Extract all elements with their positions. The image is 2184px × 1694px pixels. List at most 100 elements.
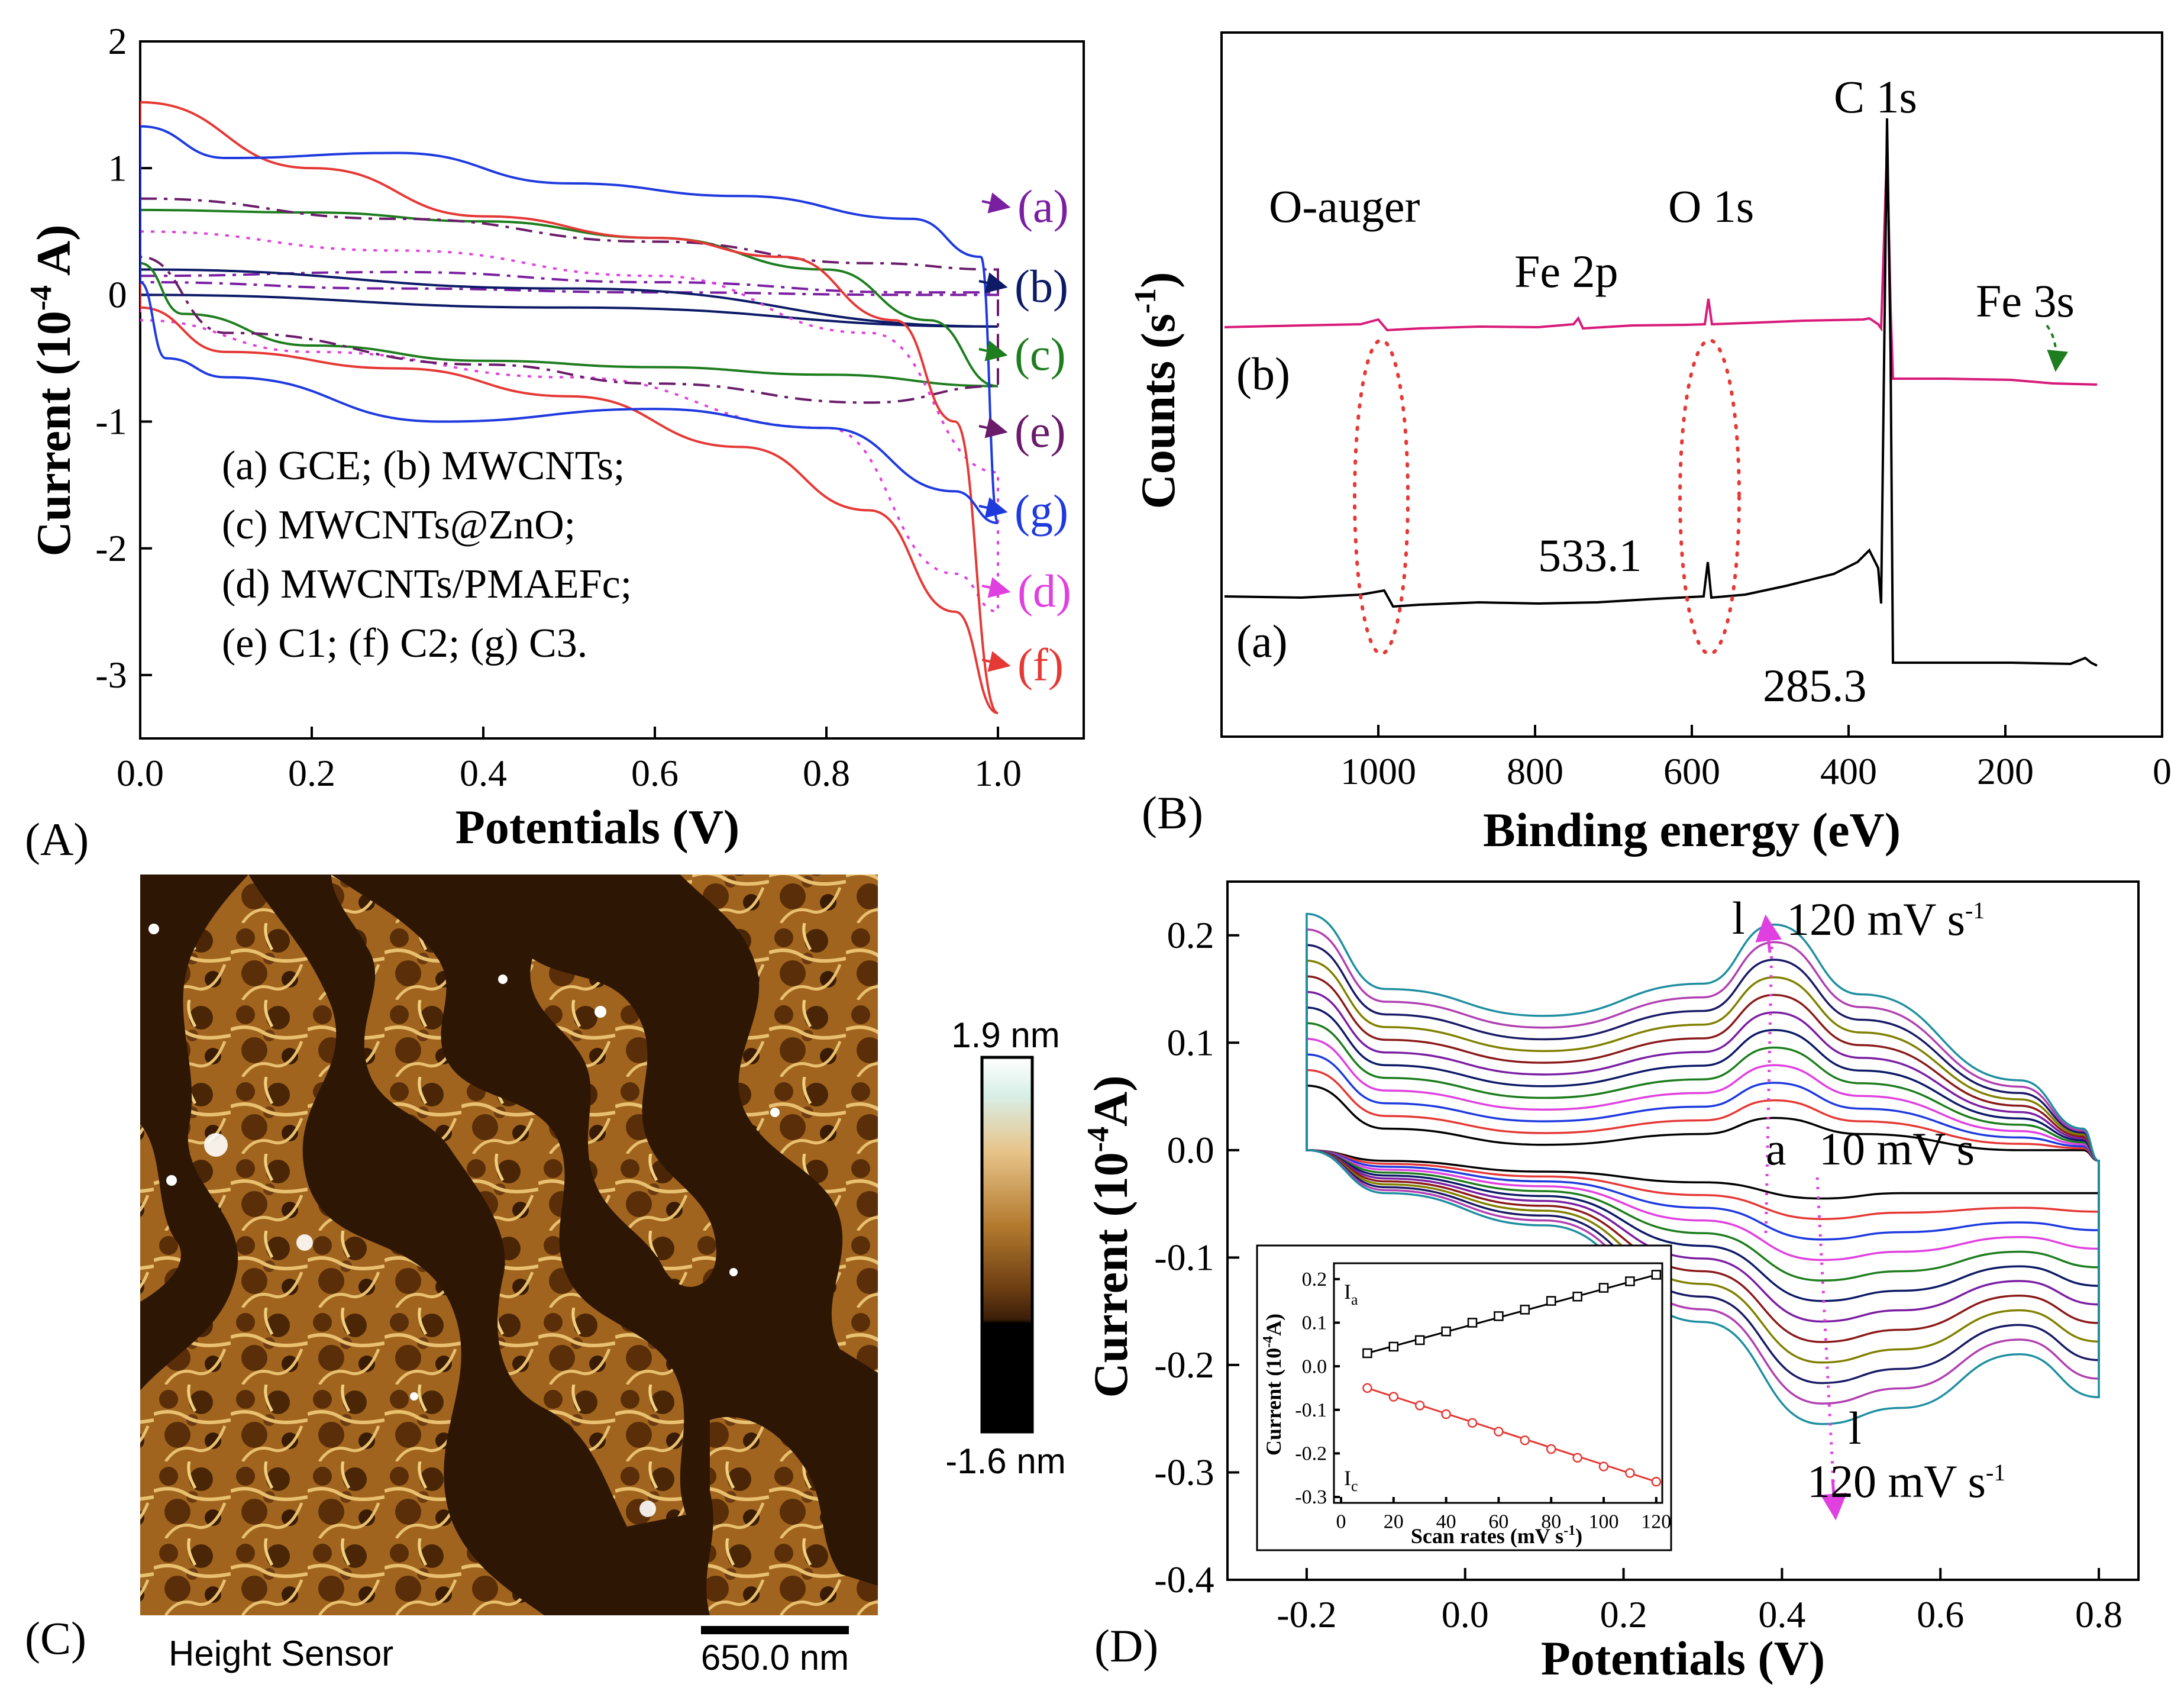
panel-d-annotation-l-bottom: l bbox=[1849, 1402, 1862, 1454]
panel-b-series-label-a: (a) bbox=[1236, 615, 1288, 667]
panel-a-x-tick-label: 0.0 bbox=[117, 752, 164, 794]
panel-b-annotation-fe3s: Fe 3s bbox=[1976, 275, 2075, 327]
panel-d-y-tick-label: 0.1 bbox=[1167, 1021, 1214, 1063]
panel-a-curve-label: (d) bbox=[1017, 565, 1071, 617]
panel-a-curve-label: (b) bbox=[1015, 260, 1068, 312]
inset-y-tick-label: 0.1 bbox=[1302, 1312, 1327, 1334]
inset-x-axis-title: Scan rates (mV s-1) bbox=[1411, 1523, 1582, 1548]
panel-d-annotation-a: a bbox=[1766, 1123, 1786, 1174]
panel-a-curve-label: (g) bbox=[1015, 485, 1068, 537]
inset-ic-point bbox=[1441, 1409, 1451, 1419]
inset-ic-point bbox=[1625, 1468, 1635, 1478]
panel-d-x-tick-label: 0.4 bbox=[1758, 1593, 1805, 1635]
panel-a-curve-labels: (a) (b) (c) (d) (e) (f) (g) bbox=[978, 180, 1071, 690]
panel-d-label: (D) bbox=[1094, 1620, 1158, 1672]
panel-a-label-arrow bbox=[981, 651, 1011, 672]
panel-d-x-tick-label: 0.0 bbox=[1442, 1593, 1489, 1635]
panel-d-anodic-arrow bbox=[1764, 946, 1773, 1237]
panel-a-frame bbox=[139, 40, 1085, 740]
inset-ia-point bbox=[1546, 1296, 1556, 1306]
panel-d-y-tick-label: -0.2 bbox=[1154, 1344, 1214, 1386]
panel-a-legend-line-3: (d) MWCNTs/PMAEFc; bbox=[222, 562, 632, 607]
panel-b-x-tick-label: 1000 bbox=[1340, 750, 1416, 792]
panel-b-curves bbox=[1224, 118, 2098, 667]
panel-c-label: (C) bbox=[25, 1612, 86, 1664]
panel-a-y-axis-title: Current (10-4 A) bbox=[24, 224, 80, 556]
panel-a-curve-label: (c) bbox=[1015, 328, 1066, 380]
panel-d-y-tick-label: -0.3 bbox=[1154, 1451, 1214, 1493]
inset-ia-point bbox=[1572, 1292, 1582, 1302]
panel-b-annotation-o1s: O 1s bbox=[1668, 180, 1754, 232]
panel-d: -0.2 0.0 0.2 0.4 0.6 0.8 0.2 0.1 0.0 -0.1 -0.2 -0.3… bbox=[1081, 880, 2140, 1685]
inset-x-tick-label: 120 bbox=[1641, 1511, 1671, 1533]
panel-a-label-arrow bbox=[978, 340, 1008, 362]
inset-y-tick-label: -0.1 bbox=[1295, 1399, 1327, 1421]
inset-ia-label: Ia bbox=[1344, 1280, 1358, 1308]
panel-a-curve-label: (e) bbox=[1015, 405, 1066, 457]
panel-b-series-label-b: (b) bbox=[1236, 348, 1290, 399]
panel-a-curve-d bbox=[140, 230, 999, 613]
panel-a-y-tick-label: -1 bbox=[95, 401, 127, 443]
panel-d-x-tick-label: -0.2 bbox=[1277, 1593, 1336, 1635]
inset-ia-point bbox=[1414, 1335, 1425, 1345]
panel-b-ticks: 1000 800 600 400 200 0 bbox=[1340, 725, 2172, 792]
inset-x-tick-label: 40 bbox=[1436, 1511, 1456, 1533]
inset-x-tick-label: 80 bbox=[1541, 1511, 1561, 1533]
inset-ic-label: Ic bbox=[1344, 1466, 1358, 1495]
panel-a-y-tick-label: 0 bbox=[108, 273, 127, 315]
panel-b-fe3s-arrow bbox=[2046, 324, 2069, 372]
afm-colorbar bbox=[980, 1056, 1034, 1434]
inset-ic-point bbox=[1520, 1435, 1530, 1445]
panel-b-annotation-533: 533.1 bbox=[1538, 530, 1642, 581]
panel-b-annotation-o-auger: O-auger bbox=[1269, 180, 1420, 232]
panel-d-x-tick-label: 0.2 bbox=[1600, 1593, 1647, 1635]
panel-b-y-axis-title: Counts (s-1) bbox=[1129, 272, 1185, 509]
inset-x-tick-label: 100 bbox=[1589, 1511, 1619, 1533]
panel-b-annotation-fe2p: Fe 2p bbox=[1514, 246, 1618, 297]
panel-d-x-axis-title: Potentials (V) bbox=[1541, 1631, 1826, 1685]
inset-ia-point bbox=[1441, 1326, 1451, 1337]
panel-a-x-tick-label: 0.8 bbox=[803, 752, 850, 794]
panel-d-annotation-120-top: 120 mV s-1 bbox=[1786, 893, 1985, 945]
panel-a-y-tick-label: 2 bbox=[108, 20, 127, 62]
panel-d-cv-curve-30 bbox=[1306, 1053, 2100, 1241]
inset-ia-point bbox=[1494, 1311, 1504, 1321]
panel-d-x-tick-label: 0.8 bbox=[2075, 1593, 2122, 1635]
inset-ic-point bbox=[1598, 1461, 1609, 1472]
inset-y-tick-label: -0.2 bbox=[1295, 1443, 1327, 1465]
inset-ic-point bbox=[1362, 1383, 1372, 1393]
panel-a-label-arrow bbox=[978, 272, 1008, 293]
panel-d-cathodic-arrow bbox=[1815, 1177, 1836, 1492]
panel-a-label-arrow bbox=[978, 417, 1008, 438]
panel-a-x-tick-label: 0.6 bbox=[631, 752, 679, 794]
panel-d-ticks: -0.2 0.0 0.2 0.4 0.6 0.8 0.2 0.1 0.0 -0.1 -0.2 -0.3… bbox=[1154, 914, 2122, 1635]
inset-series bbox=[1362, 1270, 1662, 1487]
panel-b-o1s-ellipse bbox=[1678, 338, 1741, 656]
afm-height-map bbox=[140, 875, 878, 1615]
panel-b-x-tick-label: 200 bbox=[1977, 750, 2034, 792]
inset-ia-point bbox=[1520, 1305, 1530, 1315]
panel-d-annotation-120-bottom: 120 mV s-1 bbox=[1807, 1456, 2005, 1507]
panel-a-label-arrow bbox=[978, 497, 1008, 518]
inset-ia-point bbox=[1362, 1348, 1372, 1359]
panel-b-spectrum-a bbox=[1224, 118, 2098, 667]
afm-colorbar-max: 1.9 nm bbox=[951, 1015, 1059, 1055]
inset-ticks: 0 20 40 60 80 100 120 0.2 0.1 0.0 -0.1 -0.2 -0.3 bbox=[1295, 1269, 1671, 1532]
inset-ic-point bbox=[1546, 1444, 1556, 1454]
panel-a-x-axis-title: Potentials (V) bbox=[455, 800, 740, 854]
inset-y-tick-label: 0.2 bbox=[1302, 1269, 1327, 1290]
inset-ic-point bbox=[1414, 1401, 1425, 1411]
afm-scale-bar-label: 650.0 nm bbox=[701, 1638, 849, 1677]
panel-a-curve-f bbox=[140, 101, 999, 715]
inset-x-tick-label: 20 bbox=[1384, 1511, 1404, 1533]
panel-a-x-tick-label: 0.4 bbox=[460, 752, 507, 794]
panel-d-anodic-arrowhead bbox=[1755, 914, 1782, 953]
panel-b-x-tick-label: 0 bbox=[2153, 750, 2172, 792]
panel-a-curve-a bbox=[140, 270, 999, 296]
inset-ic-point bbox=[1494, 1427, 1504, 1437]
panel-a-x-tick-label: 0.2 bbox=[288, 752, 335, 794]
panel-d-cathodic-arrowhead bbox=[1820, 1479, 1847, 1521]
panel-b-x-tick-label: 800 bbox=[1507, 750, 1563, 792]
panel-a-curve-b bbox=[140, 268, 999, 328]
